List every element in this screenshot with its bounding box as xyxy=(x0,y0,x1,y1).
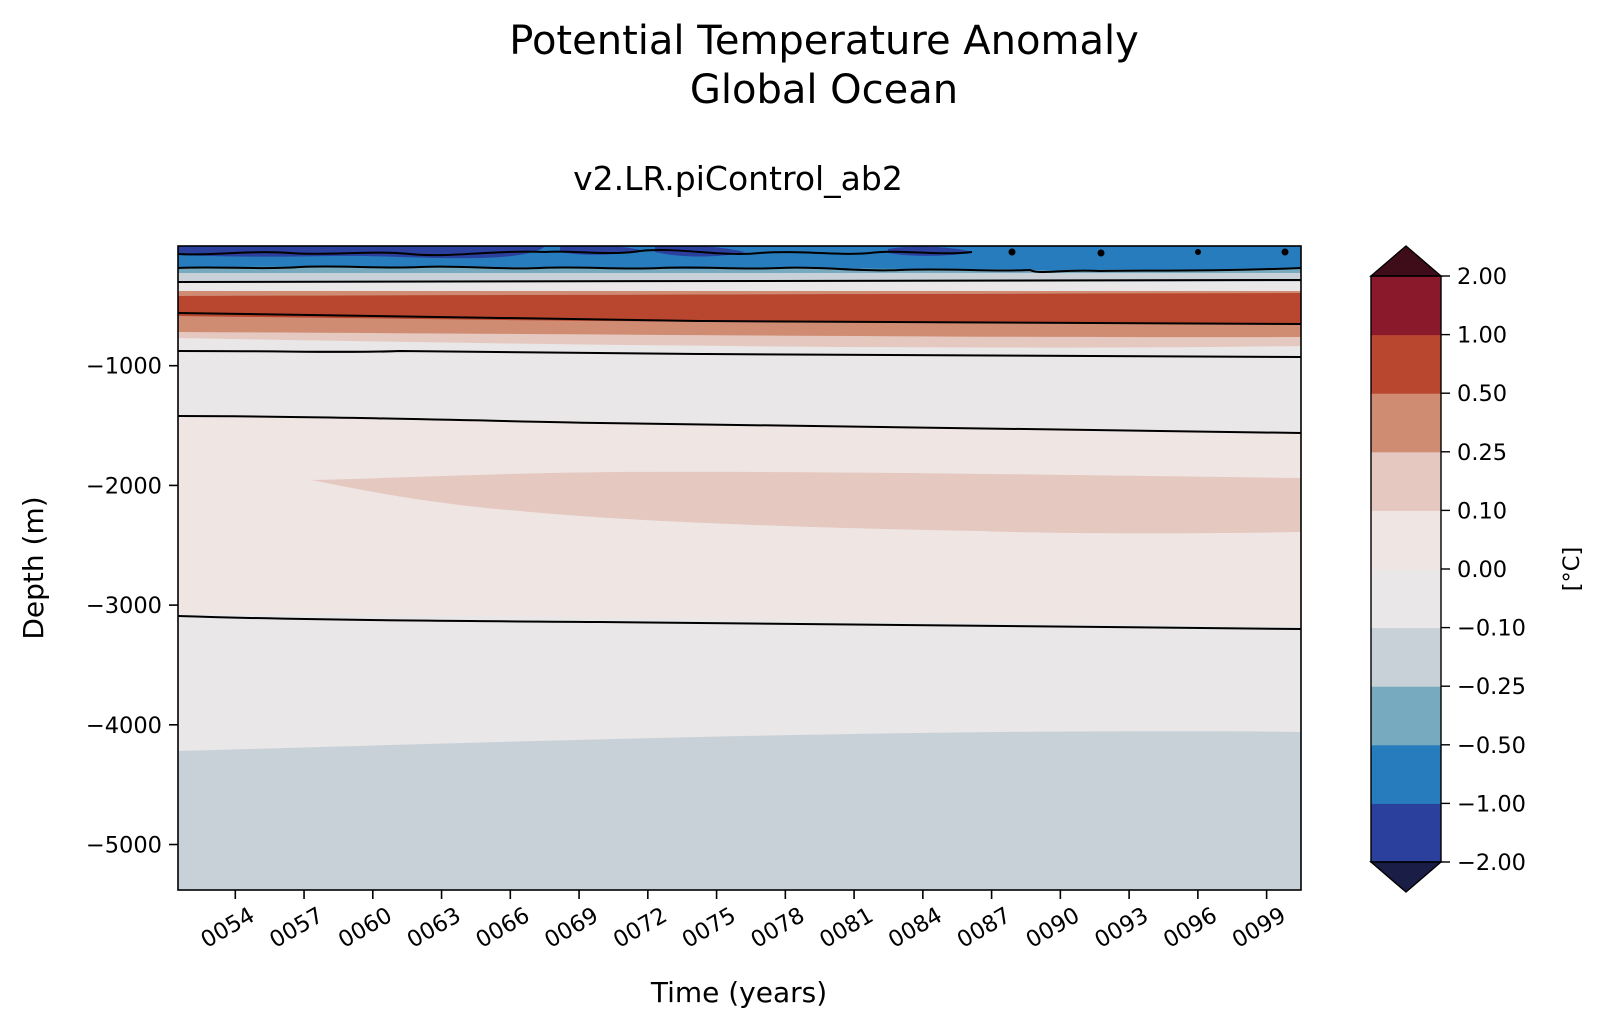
colorbar-tick-label: −0.10 xyxy=(1457,616,1526,642)
contour-line-deep-neutral xyxy=(178,615,1301,630)
colorbar-tick-label: 0.10 xyxy=(1457,498,1507,524)
colorbar-tick-label: 1.00 xyxy=(1457,323,1507,349)
colorbar-tick-label: 2.00 xyxy=(1457,264,1507,290)
y-tick-label: −1000 xyxy=(86,354,162,380)
contour-dots xyxy=(1008,248,1289,257)
y-tick-label: −4000 xyxy=(86,713,162,739)
x-tick-label: 0096 xyxy=(1159,902,1222,953)
x-tick-label: 0093 xyxy=(1090,902,1153,953)
colorbar-tick-label: −0.50 xyxy=(1457,733,1526,759)
band-deep-pale-blue xyxy=(178,731,1301,890)
colorbar-segment xyxy=(1371,686,1441,746)
colorbar-segment xyxy=(1371,334,1441,394)
contour-line-upper-neutral xyxy=(178,415,1301,434)
contour-line-upper-light xyxy=(178,349,1301,358)
x-axis: 0054 0057 0060 0063 0066 0069 0072 0075 0078 0081… xyxy=(196,890,1290,954)
x-tick-label: 0069 xyxy=(540,902,603,953)
y-tick-label: −3000 xyxy=(86,593,162,619)
y-tick-label: −5000 xyxy=(86,833,162,859)
contour-line-surface-1 xyxy=(178,249,973,257)
colorbar-extend-high xyxy=(1369,245,1443,277)
band-upper-warm xyxy=(178,293,1301,324)
band-mid-depth-positive xyxy=(312,471,1301,534)
plot-field xyxy=(178,246,1301,890)
colorbar-segment xyxy=(1371,803,1441,863)
colorbar-tick-label: 0.50 xyxy=(1457,381,1507,407)
chart-title-line2: Global Ocean xyxy=(690,67,958,113)
x-axis-label: Time (years) xyxy=(650,976,827,1009)
contour-line-upper-warm xyxy=(178,312,1301,325)
x-tick-label: 0057 xyxy=(265,902,328,953)
colorbar-segment xyxy=(1371,276,1441,336)
x-tick-label: 0081 xyxy=(815,902,878,953)
y-tick-label: −2000 xyxy=(86,473,162,499)
contour-line-near-surface xyxy=(178,279,1301,283)
colorbar-extend-low xyxy=(1369,861,1443,893)
contour-dot-4 xyxy=(1281,248,1289,256)
colorbar-segment xyxy=(1371,627,1441,687)
contour-dot-1 xyxy=(1008,248,1016,256)
colorbar-tick-label: 0.25 xyxy=(1457,440,1507,466)
band-near-surface-pale-blue xyxy=(178,272,1301,282)
colorbar-segment xyxy=(1371,393,1441,453)
colorbar-tick-label: −0.25 xyxy=(1457,674,1526,700)
colorbar-tick-label: −1.00 xyxy=(1457,791,1526,817)
x-tick-label: 0099 xyxy=(1228,902,1291,953)
contour-lines xyxy=(178,249,1301,630)
chart-subtitle: v2.LR.piControl_ab2 xyxy=(573,159,903,198)
band-near-surface-neutral xyxy=(178,281,1301,291)
x-tick-label: 0087 xyxy=(953,902,1016,953)
contour-line-surface-2 xyxy=(178,265,1301,274)
colorbar-segment xyxy=(1371,451,1441,511)
chart-title: Potential Temperature Anomaly xyxy=(509,18,1139,64)
colorbar: −2.00 −1.00 −0.50 −0.25 −0.10 0.00 0.10 0.25 0.5… xyxy=(1369,245,1526,893)
x-tick-label: 0066 xyxy=(472,902,535,953)
colorbar-segment xyxy=(1371,569,1441,629)
x-tick-label: 0054 xyxy=(196,902,259,953)
colorbar-tick-label: 0.00 xyxy=(1457,557,1507,583)
x-tick-label: 0084 xyxy=(884,902,947,953)
colorbar-segment xyxy=(1371,744,1441,804)
contour-dot-3 xyxy=(1195,249,1201,255)
colorbar-segment xyxy=(1371,510,1441,570)
y-axis: −1000 −2000 −3000 −4000 −5000 xyxy=(86,354,178,859)
x-tick-label: 0060 xyxy=(334,902,397,953)
colorbar-label: [°C] xyxy=(1559,547,1585,592)
contour-dot-2 xyxy=(1097,249,1105,257)
colorbar-tick-label: −2.00 xyxy=(1457,850,1526,876)
y-axis-label: Depth (m) xyxy=(17,496,50,639)
x-tick-label: 0072 xyxy=(609,902,672,953)
x-tick-label: 0090 xyxy=(1022,902,1085,953)
x-tick-label: 0063 xyxy=(403,902,466,953)
x-tick-label: 0075 xyxy=(678,902,741,953)
x-tick-label: 0078 xyxy=(747,902,810,953)
plot-frame xyxy=(177,245,1302,891)
